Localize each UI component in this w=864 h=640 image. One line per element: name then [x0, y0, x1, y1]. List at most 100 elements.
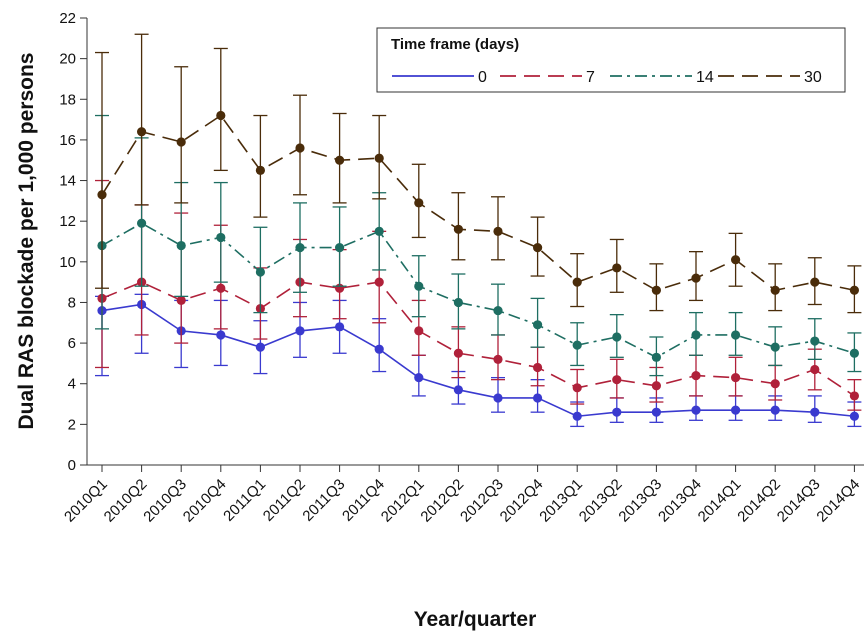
data-point	[612, 375, 622, 385]
data-point	[176, 240, 186, 251]
series-line-0	[101, 303, 855, 418]
y-tick-label: 22	[59, 10, 76, 27]
x-tick-label: 2013Q1	[536, 476, 586, 526]
x-tick-label: 2014Q3	[774, 476, 824, 526]
axes	[86, 18, 864, 466]
data-point	[770, 405, 780, 415]
data-point	[335, 242, 345, 253]
data-point	[612, 407, 622, 417]
data-point	[255, 165, 265, 175]
series-30	[95, 33, 862, 314]
legend: Time frame (days) 0 7 14 30	[376, 27, 846, 93]
data-point	[137, 127, 147, 137]
data-point	[493, 393, 503, 403]
series-7	[95, 179, 862, 411]
data-point	[453, 385, 463, 395]
data-point	[810, 336, 820, 346]
data-point	[374, 153, 384, 163]
data-point	[216, 110, 226, 121]
data-point	[572, 340, 582, 350]
data-point	[731, 255, 741, 265]
data-point	[691, 273, 701, 283]
data-point	[493, 305, 503, 316]
x-tick-label: 2011Q3	[299, 476, 348, 525]
data-point	[849, 285, 860, 295]
series	[95, 33, 862, 428]
data-point	[572, 383, 582, 393]
series-0	[95, 293, 862, 428]
x-tick-label: 2014Q2	[734, 476, 784, 526]
data-point	[216, 330, 226, 340]
data-point	[97, 190, 107, 200]
x-tick-label: 2012Q4	[497, 476, 547, 526]
data-point	[295, 143, 305, 153]
x-tick-label: 2014Q4	[813, 476, 863, 526]
y-tick-label: 6	[68, 335, 76, 352]
data-point	[335, 322, 345, 332]
data-point	[731, 330, 741, 340]
y-tick-label: 0	[68, 457, 76, 474]
x-axis-title: Year/quarter	[414, 608, 537, 631]
data-point	[176, 137, 186, 147]
data-point	[691, 371, 701, 381]
data-point	[335, 155, 345, 165]
data-point	[572, 277, 582, 287]
legend-box	[376, 27, 846, 93]
data-point	[414, 281, 424, 291]
data-point	[651, 352, 662, 362]
data-point	[453, 224, 463, 234]
y-tick-label: 18	[59, 91, 76, 108]
data-point	[770, 285, 780, 295]
y-tick-label: 10	[59, 254, 76, 271]
data-point	[691, 330, 701, 340]
data-point	[651, 285, 662, 295]
data-point	[810, 364, 820, 375]
data-point	[612, 332, 622, 342]
data-point	[216, 283, 226, 293]
data-point	[651, 407, 662, 417]
data-point	[374, 344, 384, 354]
data-point	[374, 226, 384, 236]
y-tick-label: 2	[68, 416, 76, 433]
data-point	[572, 411, 582, 421]
data-point	[731, 405, 741, 415]
legend-title: Time frame (days)	[391, 36, 519, 53]
data-point	[849, 348, 860, 358]
x-tick-label: 2011Q1	[220, 476, 269, 525]
series-line-14	[101, 222, 855, 359]
legend-label: 14	[696, 69, 714, 86]
data-point	[137, 218, 147, 228]
data-point	[295, 326, 305, 336]
data-point	[176, 295, 186, 306]
data-point	[453, 297, 463, 308]
data-point	[731, 373, 741, 383]
y-tick-label: 12	[59, 213, 76, 230]
data-point	[255, 342, 265, 352]
data-point	[533, 393, 543, 403]
x-tick-label: 2014Q1	[695, 476, 745, 526]
y-tick-label: 16	[59, 132, 76, 149]
data-point	[453, 348, 463, 358]
x-tick-label: 2010Q1	[61, 476, 111, 526]
data-point	[374, 277, 384, 287]
data-point	[493, 354, 503, 364]
x-tick-label: 2012Q3	[457, 476, 507, 526]
series-line-30	[101, 114, 855, 292]
legend-label: 0	[478, 69, 487, 86]
data-point	[533, 362, 543, 373]
data-point	[216, 232, 226, 243]
legend-label: 7	[586, 69, 595, 86]
data-point	[414, 326, 424, 336]
x-tick-label: 2012Q2	[417, 476, 467, 526]
legend-label: 30	[804, 69, 822, 86]
legend-items: 0 7 14 30	[392, 69, 822, 86]
y-axis-title: Dual RAS blockade per 1,000 persons	[15, 53, 38, 430]
x-tick-label: 2010Q4	[180, 476, 230, 526]
data-point	[810, 277, 820, 287]
data-point	[651, 381, 662, 391]
data-point	[493, 226, 503, 236]
data-point	[255, 267, 265, 277]
x-tick-label: 2011Q2	[260, 476, 309, 525]
